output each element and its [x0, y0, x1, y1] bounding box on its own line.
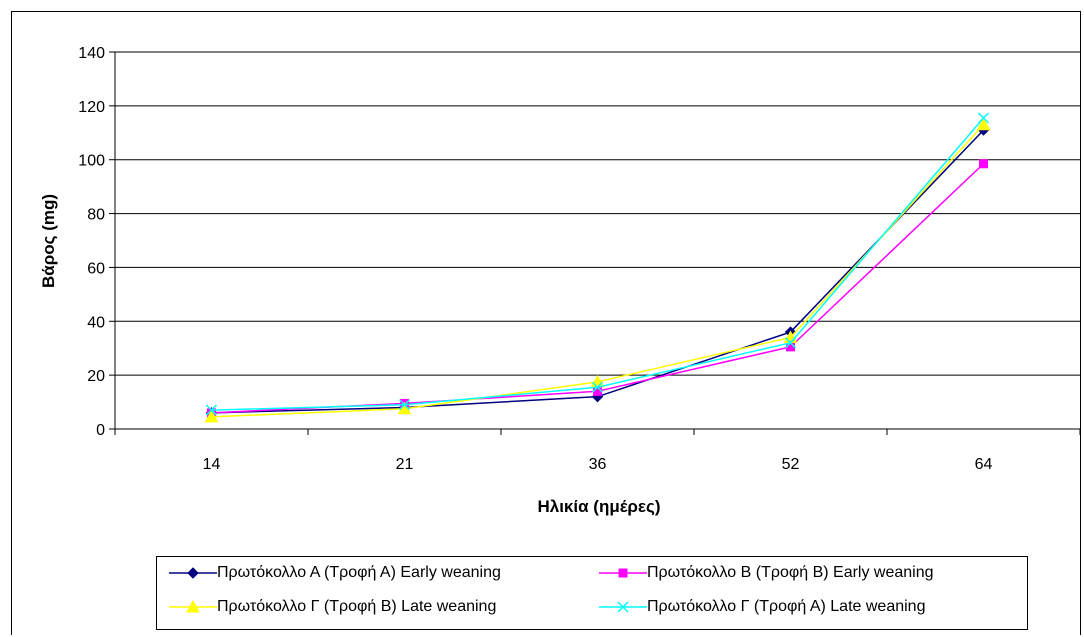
y-tick-label: 140 — [78, 45, 105, 62]
series-line — [211, 124, 985, 418]
y-tick-label: 100 — [78, 153, 105, 170]
marker-stroke — [977, 112, 990, 124]
legend-swatch — [599, 601, 647, 613]
y-tick-label: 40 — [87, 314, 105, 331]
series-4 — [205, 112, 990, 416]
legend-label: Πρωτόκολλο Α (Τροφή Α) Early weaning — [217, 564, 501, 581]
y-tick-label: 0 — [96, 422, 105, 439]
legend-item: Πρωτόκολλο Γ (Τροφή Β) Late weaning — [169, 598, 496, 616]
legend-marker — [618, 568, 628, 578]
y-tick-label: 80 — [87, 207, 105, 224]
marker-stroke — [617, 601, 629, 613]
data-point — [784, 337, 797, 349]
data-point — [976, 117, 991, 131]
x-tick-label: 52 — [782, 456, 800, 473]
y-tick-label: 20 — [87, 368, 105, 385]
y-tick-label: 120 — [78, 99, 105, 116]
x-tick-label: 64 — [975, 456, 993, 473]
legend-label: Πρωτόκολλο Β (Τροφή Β) Early weaning — [647, 564, 934, 581]
data-point — [205, 404, 218, 416]
data-point — [979, 159, 988, 169]
marker-stroke — [591, 381, 604, 393]
marker-stroke — [784, 337, 797, 349]
x-tick-label: 14 — [203, 456, 221, 473]
legend-marker — [186, 599, 200, 613]
series-line — [211, 117, 985, 411]
x-tick-label: 21 — [396, 456, 414, 473]
series-1 — [205, 124, 990, 419]
legend-marker — [617, 601, 629, 613]
legend-item: Πρωτόκολλο Γ (Τροφή Α) Late weaning — [599, 598, 925, 616]
y-tick-label: 60 — [87, 260, 105, 277]
marker-stroke — [398, 399, 411, 411]
legend-marker — [187, 567, 199, 579]
series — [204, 112, 991, 423]
gridlines — [115, 51, 1080, 376]
legend-swatch — [599, 568, 647, 578]
data-point — [398, 399, 411, 411]
legend-swatch — [169, 567, 217, 579]
legend-item: Πρωτόκολλο Α (Τροφή Α) Early weaning — [169, 564, 501, 582]
data-point — [786, 342, 795, 352]
x-tick-label: 36 — [589, 456, 607, 473]
data-point — [977, 112, 990, 124]
axes — [109, 51, 1081, 435]
legend: Πρωτόκολλο Α (Τροφή Α) Early weaning Πρωτ… — [156, 556, 1028, 630]
marker-stroke — [205, 404, 218, 416]
data-point — [591, 381, 604, 393]
chart-area — [11, 11, 1081, 635]
data-point — [593, 386, 602, 396]
legend-swatch — [169, 599, 217, 613]
y-axis-title: Βάρος (mg) — [39, 194, 58, 288]
legend-label: Πρωτόκολλο Γ (Τροφή Β) Late weaning — [217, 598, 497, 615]
data-point — [204, 409, 219, 423]
tick-labels: 0 20 40 60 80 100 120 140 14 21 36 52 64 — [78, 45, 992, 473]
x-axis-title: Ηλικία (ημέρες) — [537, 497, 660, 516]
series-line — [211, 129, 985, 414]
legend-item: Πρωτόκολλο Β (Τροφή Β) Early weaning — [599, 564, 934, 582]
legend-label: Πρωτόκολλο Γ (Τροφή Α) Late weaning — [647, 598, 926, 615]
